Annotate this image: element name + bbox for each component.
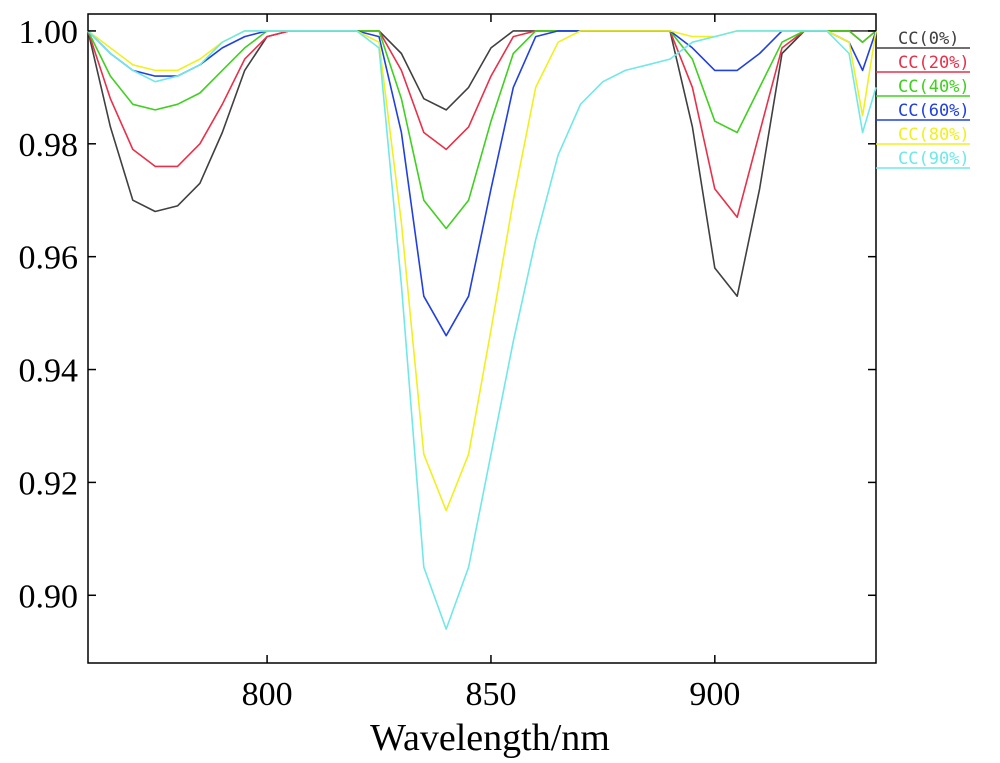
y-tick-label: 0.90 — [19, 578, 79, 615]
plot-area: 800 850 900 0.90 0.92 0.94 0.96 0.98 1.00 — [19, 13, 877, 713]
series-line-1 — [87, 30, 877, 218]
series-line-2 — [87, 30, 877, 230]
x-tick-label: 900 — [689, 676, 740, 713]
legend-label: CC(40%) — [898, 77, 970, 97]
legend-label: CC(90%) — [898, 149, 970, 169]
series-line-5 — [87, 30, 877, 630]
y-tick-label: 0.94 — [19, 353, 79, 390]
legend-item-1: CC(20%) — [876, 53, 970, 73]
series-layer — [87, 30, 877, 630]
y-tick-label: 0.96 — [19, 240, 79, 277]
y-tick-label: 0.98 — [19, 127, 79, 164]
plot-frame — [87, 13, 877, 664]
y-tick-label: 1.00 — [19, 14, 79, 51]
legend-label: CC(20%) — [898, 53, 970, 73]
legend-item-2: CC(40%) — [876, 77, 970, 97]
legend-label: CC(0%) — [898, 29, 959, 49]
series-line-0 — [87, 30, 876, 297]
legend-label: CC(80%) — [898, 125, 970, 145]
legend-item-0: CC(0%) — [876, 29, 970, 49]
ticks-layer: 800 850 900 0.90 0.92 0.94 0.96 0.98 1.00 — [19, 14, 876, 713]
x-axis-title: Wavelength/nm — [370, 717, 610, 759]
series-line-3 — [87, 30, 877, 337]
legend-item-3: CC(60%) — [876, 101, 970, 121]
legend-item-5: CC(90%) — [876, 149, 970, 169]
legend-item-4: CC(80%) — [876, 125, 970, 145]
y-tick-label: 0.92 — [19, 465, 79, 502]
x-tick-label: 850 — [465, 676, 516, 713]
legend-label: CC(60%) — [898, 101, 970, 121]
x-tick-label: 800 — [242, 676, 293, 713]
legend: CC(0%) CC(20%) CC(40%) CC(60%) CC(80%) CC(90%… — [876, 29, 970, 169]
